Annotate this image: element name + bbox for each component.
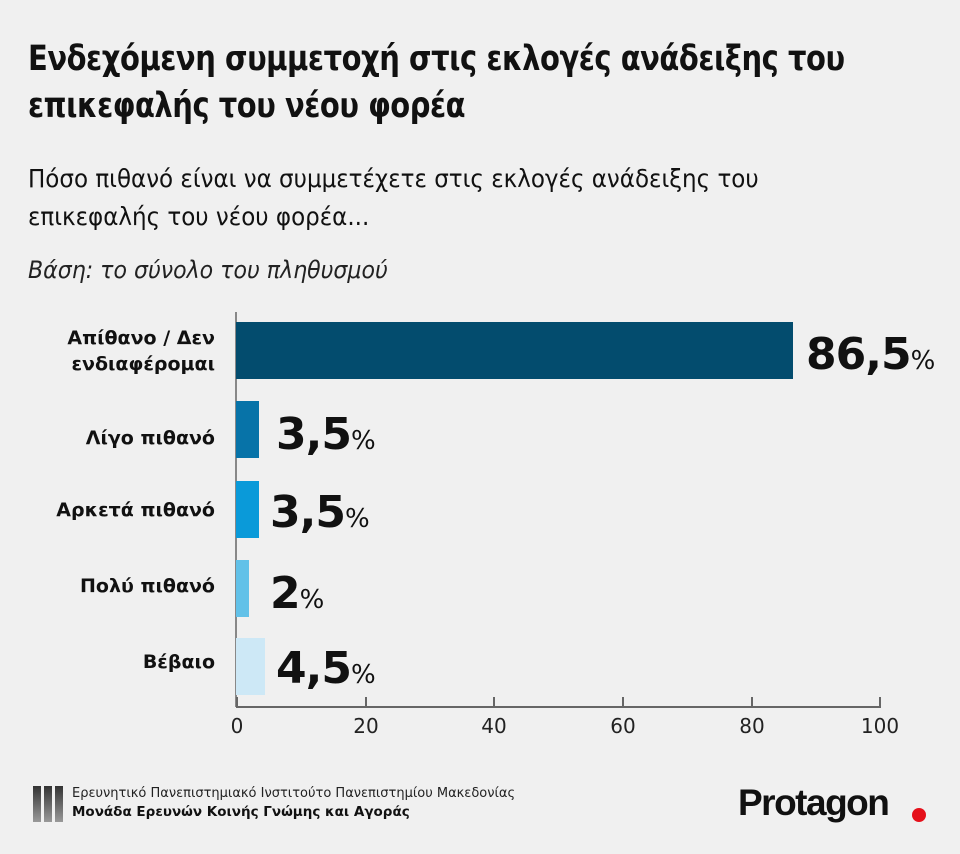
bar-fairly-likely	[236, 481, 259, 538]
bar-slightly-likely	[236, 401, 259, 458]
x-tick	[879, 697, 881, 707]
chart-subtitle: Πόσο πιθανό είναι να συμμετέχετε στις εκ…	[28, 164, 759, 231]
value-number: 4,5	[276, 643, 352, 694]
brand-logo: Protagon	[738, 782, 890, 823]
percent-sign: %	[350, 426, 376, 456]
x-tick-label: 0	[230, 714, 244, 738]
x-tick	[365, 697, 367, 707]
source-unit: Μονάδα Ερευνών Κοινής Γνώμης και Αγοράς	[72, 804, 410, 820]
institute-logo-icon	[33, 786, 63, 822]
percent-sign: %	[350, 660, 376, 690]
value-label: 4,5%	[276, 644, 376, 700]
category-label: Λίγο πιθανό	[85, 427, 215, 449]
x-tick-label: 80	[739, 714, 765, 738]
value-number: 2	[270, 568, 301, 619]
brand-dot-icon	[912, 808, 926, 822]
x-tick	[622, 697, 624, 707]
x-tick-label: 100	[860, 714, 900, 738]
value-label: 2%	[270, 569, 324, 625]
x-tick	[236, 697, 238, 707]
value-label: 3,5%	[270, 488, 370, 544]
percent-sign: %	[344, 504, 370, 534]
value-number: 86,5	[806, 329, 912, 380]
category-label: Βέβαιο	[142, 651, 215, 673]
x-tick-label: 40	[481, 714, 507, 738]
category-label: Αρκετά πιθανό	[56, 499, 215, 521]
x-tick	[493, 697, 495, 707]
bar-very-likely	[236, 560, 249, 617]
bar-certain	[236, 638, 265, 695]
value-label: 3,5%	[276, 410, 376, 466]
value-number: 3,5	[270, 487, 346, 538]
category-label-line: Απίθανο / Δεν	[67, 327, 215, 349]
x-tick-label: 20	[353, 714, 379, 738]
percent-sign: %	[910, 346, 936, 376]
bar-unlikely	[236, 322, 793, 379]
base-note: Βάση: το σύνολο του πληθυσμού	[28, 256, 388, 284]
x-tick	[751, 697, 753, 707]
x-axis-line	[236, 706, 881, 708]
source-institute: Ερευνητικό Πανεπιστημιακό Ινστιτούτο Παν…	[72, 786, 516, 801]
category-label: Πολύ πιθανό	[80, 575, 215, 597]
value-number: 3,5	[276, 409, 352, 460]
chart-title: Ενδεχόμενη συμμετοχή στις εκλογές ανάδει…	[28, 39, 845, 126]
x-tick-label: 60	[610, 714, 636, 738]
value-label: 86,5%	[806, 330, 935, 386]
category-label-line: ενδιαφέρομαι	[71, 353, 215, 375]
category-label: Απίθανο / Δεν ενδιαφέρομαι	[67, 325, 215, 377]
percent-sign: %	[299, 585, 325, 615]
